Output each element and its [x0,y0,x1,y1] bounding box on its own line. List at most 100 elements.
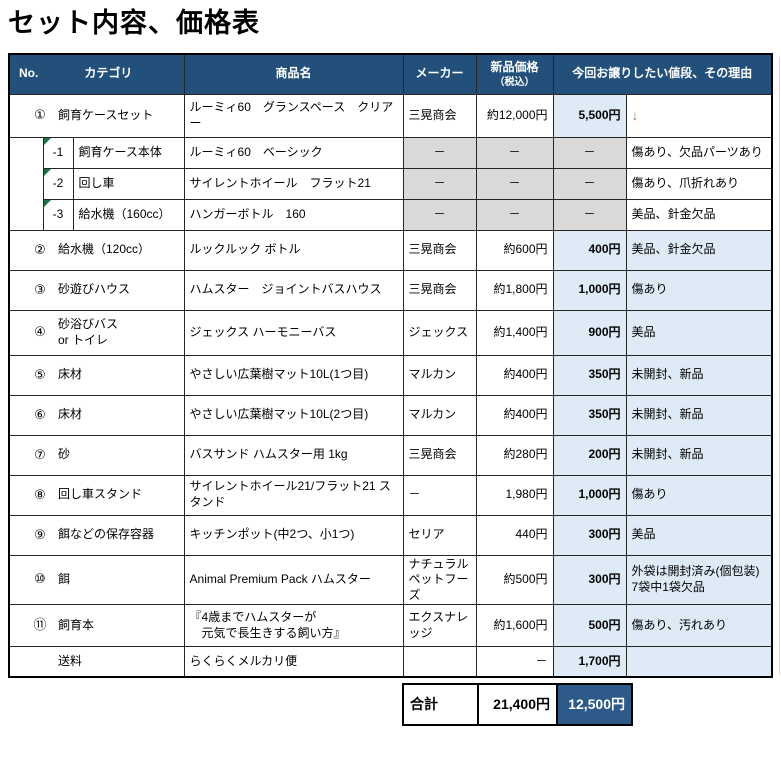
cell-new-price: 1,980円 [475,474,554,516]
table-row: ⑤ 床材 やさしい広葉樹マット10L(1つ目) マルカン 約400円 350円 未開封、新品 [8,354,773,396]
cell-category: 送料 [58,653,83,668]
row-number: ⑨ [34,526,46,542]
row-number: ⑤ [34,366,46,382]
cell-new-price: 約1,800円 [475,269,554,311]
cell-offer-price: 1,700円 [552,646,627,678]
header-category-label: カテゴリ [84,66,133,81]
cell-category: 飼育ケース本体 [72,136,185,169]
cell-product: 『4歳までハムスターが 元気で長生きする飼い方』 [183,604,404,648]
cell-offer-price: 350円 [552,354,627,396]
cell-offer-price: － [552,136,627,169]
table-row: ⑥ 床材 やさしい広葉樹マット10L(2つ目) マルカン 約400円 350円 未開封、新品 [8,394,773,436]
cell-sub-no: -2 [42,167,74,200]
row-number: ① [34,107,46,123]
cell-reason: 美品 [625,514,773,556]
cell-no-category: 送料 [8,646,185,678]
cell-no-category: ① 飼育ケースセット [8,93,185,138]
header-no-category: No. カテゴリ [8,53,185,95]
table-row: -1 飼育ケース本体 ルーミィ60 ベーシック－－－傷あり、欠品パーツあり [8,136,773,231]
cell-maker: － [402,198,477,231]
cell-product: やさしい広葉樹マット10L(2つ目) [183,394,404,436]
total-row: 合計 21,400円 12,500円 [402,682,633,726]
cell-maker: マルカン [402,394,477,436]
cell-maker: ナチュラル ペットフーズ [402,554,477,606]
cell-offer-price: 5,500円 [552,93,627,138]
cell-product: らくらくメルカリ便 [183,646,404,678]
page-title: セット内容、価格表 [8,8,260,38]
cell-maker: 三晃商会 [402,93,477,138]
cell-sub-no: -1 [42,136,74,169]
cell-maker: 三晃商会 [402,434,477,476]
cell-offer-price: 1,000円 [552,269,627,311]
header-product: 商品名 [183,53,404,95]
cell-offer-price: 200円 [552,434,627,476]
cell-offer-price: 300円 [552,514,627,556]
cell-category: 砂遊びハウス [58,282,131,297]
cell-maker: － [402,136,477,169]
table-row: ⑨ 餌などの保存容器 キッチンポット(中2つ、小1つ) セリア 440円 300円 美品 [8,514,773,556]
table-row: ⑪ 飼育本 『4歳までハムスターが 元気で長生きする飼い方』 エクスナレッジ 約1,60… [8,604,773,648]
cell-category: 餌などの保存容器 [58,527,155,542]
cell-product: ハムスター ジョイントバスハウス [183,269,404,311]
cell-reason: 傷あり [625,474,773,516]
cell-category: 床材 [58,367,83,382]
price-table: No. カテゴリ 商品名 メーカー 新品価格 （税込） 今回お譲りしたい値段、そ… [8,53,774,678]
table-row: ③ 砂遊びハウス ハムスター ジョイントバスハウス 三晃商会 約1,800円 1,000円… [8,269,773,311]
row-number: ② [34,241,46,257]
total-new-price: 21,400円 [477,682,558,726]
cell-new-price: 約500円 [475,554,554,606]
table-row: -3 給水機（160cc） ハンガーボトル 160 －－－美品、針金欠品 [9,198,773,231]
cell-new-price: 約1,600円 [475,604,554,648]
cell-reason [625,646,773,678]
cell-no-category: ⑨ 餌などの保存容器 [8,514,185,556]
cell-offer-price: 500円 [552,604,627,648]
cell-reason: 傷あり、汚れあり [625,604,773,648]
cell-product: やさしい広葉樹マット10L(1つ目) [183,354,404,396]
row-number: ⑧ [34,486,46,502]
row-number: ③ [34,281,46,297]
cell-category: 砂 [58,447,71,462]
cell-maker: ジェックス [402,309,477,356]
total-offer-price: 12,500円 [556,682,633,726]
spreadsheet-gridline [779,57,780,675]
cell-no-category: ④ 砂浴びバス or トイレ [8,309,185,356]
cell-maker: 三晃商会 [402,269,477,311]
cell-product: ハンガーボトル 160 [183,198,404,231]
cell-maker: － [402,474,477,516]
cell-maker: 三晃商会 [402,229,477,271]
cell-new-price: 約400円 [475,394,554,436]
header-maker: メーカー [402,53,477,95]
row-indent-strip [8,136,44,231]
cell-category: 飼育本 [58,617,95,632]
cell-sub-no: -3 [42,198,74,231]
cell-no-category: ⑧ 回し車スタンド [8,474,185,516]
cell-reason: 美品 [625,309,773,356]
cell-reason: 傷あり、欠品パーツあり [625,136,773,169]
cell-product: ルーミィ60 グランスペース クリアー [183,93,404,138]
cell-reason: 外袋は開封済み(個包装) 7袋中1袋欠品 [625,554,773,606]
cell-offer-price: 350円 [552,394,627,436]
total-label: 合計 [402,682,479,726]
cell-maker: セリア [402,514,477,556]
cell-reason: 未開封、新品 [625,434,773,476]
row-number: ⑩ [34,571,46,587]
header-new-price-line2: （税込） [494,76,535,88]
table-row: ① 飼育ケースセット ルーミィ60 グランスペース クリアー 三晃商会 約12,000円… [8,93,773,138]
cell-category: 砂浴びバス or トイレ [58,316,119,347]
table-row: ⑩ 餌 Animal Premium Pack ハムスター ナチュラル ペットフーズ約… [8,554,773,606]
row-number: ⑦ [34,446,46,462]
cell-category: 床材 [58,407,83,422]
cell-no-category: ⑥ 床材 [8,394,185,436]
header-new-price-line1: 新品価格 [490,59,539,74]
cell-new-price: 約400円 [475,354,554,396]
cell-maker: マルカン [402,354,477,396]
cell-product: ルーミィ60 ベーシック [183,136,404,169]
cell-product: サイレントホイール フラット21 [183,167,404,200]
table-row: ④ 砂浴びバス or トイレ ジェックス ハーモニーバス ジェックス 約1,400円 90… [8,309,773,356]
cell-category: 餌 [58,572,71,587]
cell-maker [402,646,477,678]
cell-category: 回し車スタンド [58,487,143,502]
cell-maker: － [402,167,477,200]
cell-reason: 美品、針金欠品 [625,229,773,271]
